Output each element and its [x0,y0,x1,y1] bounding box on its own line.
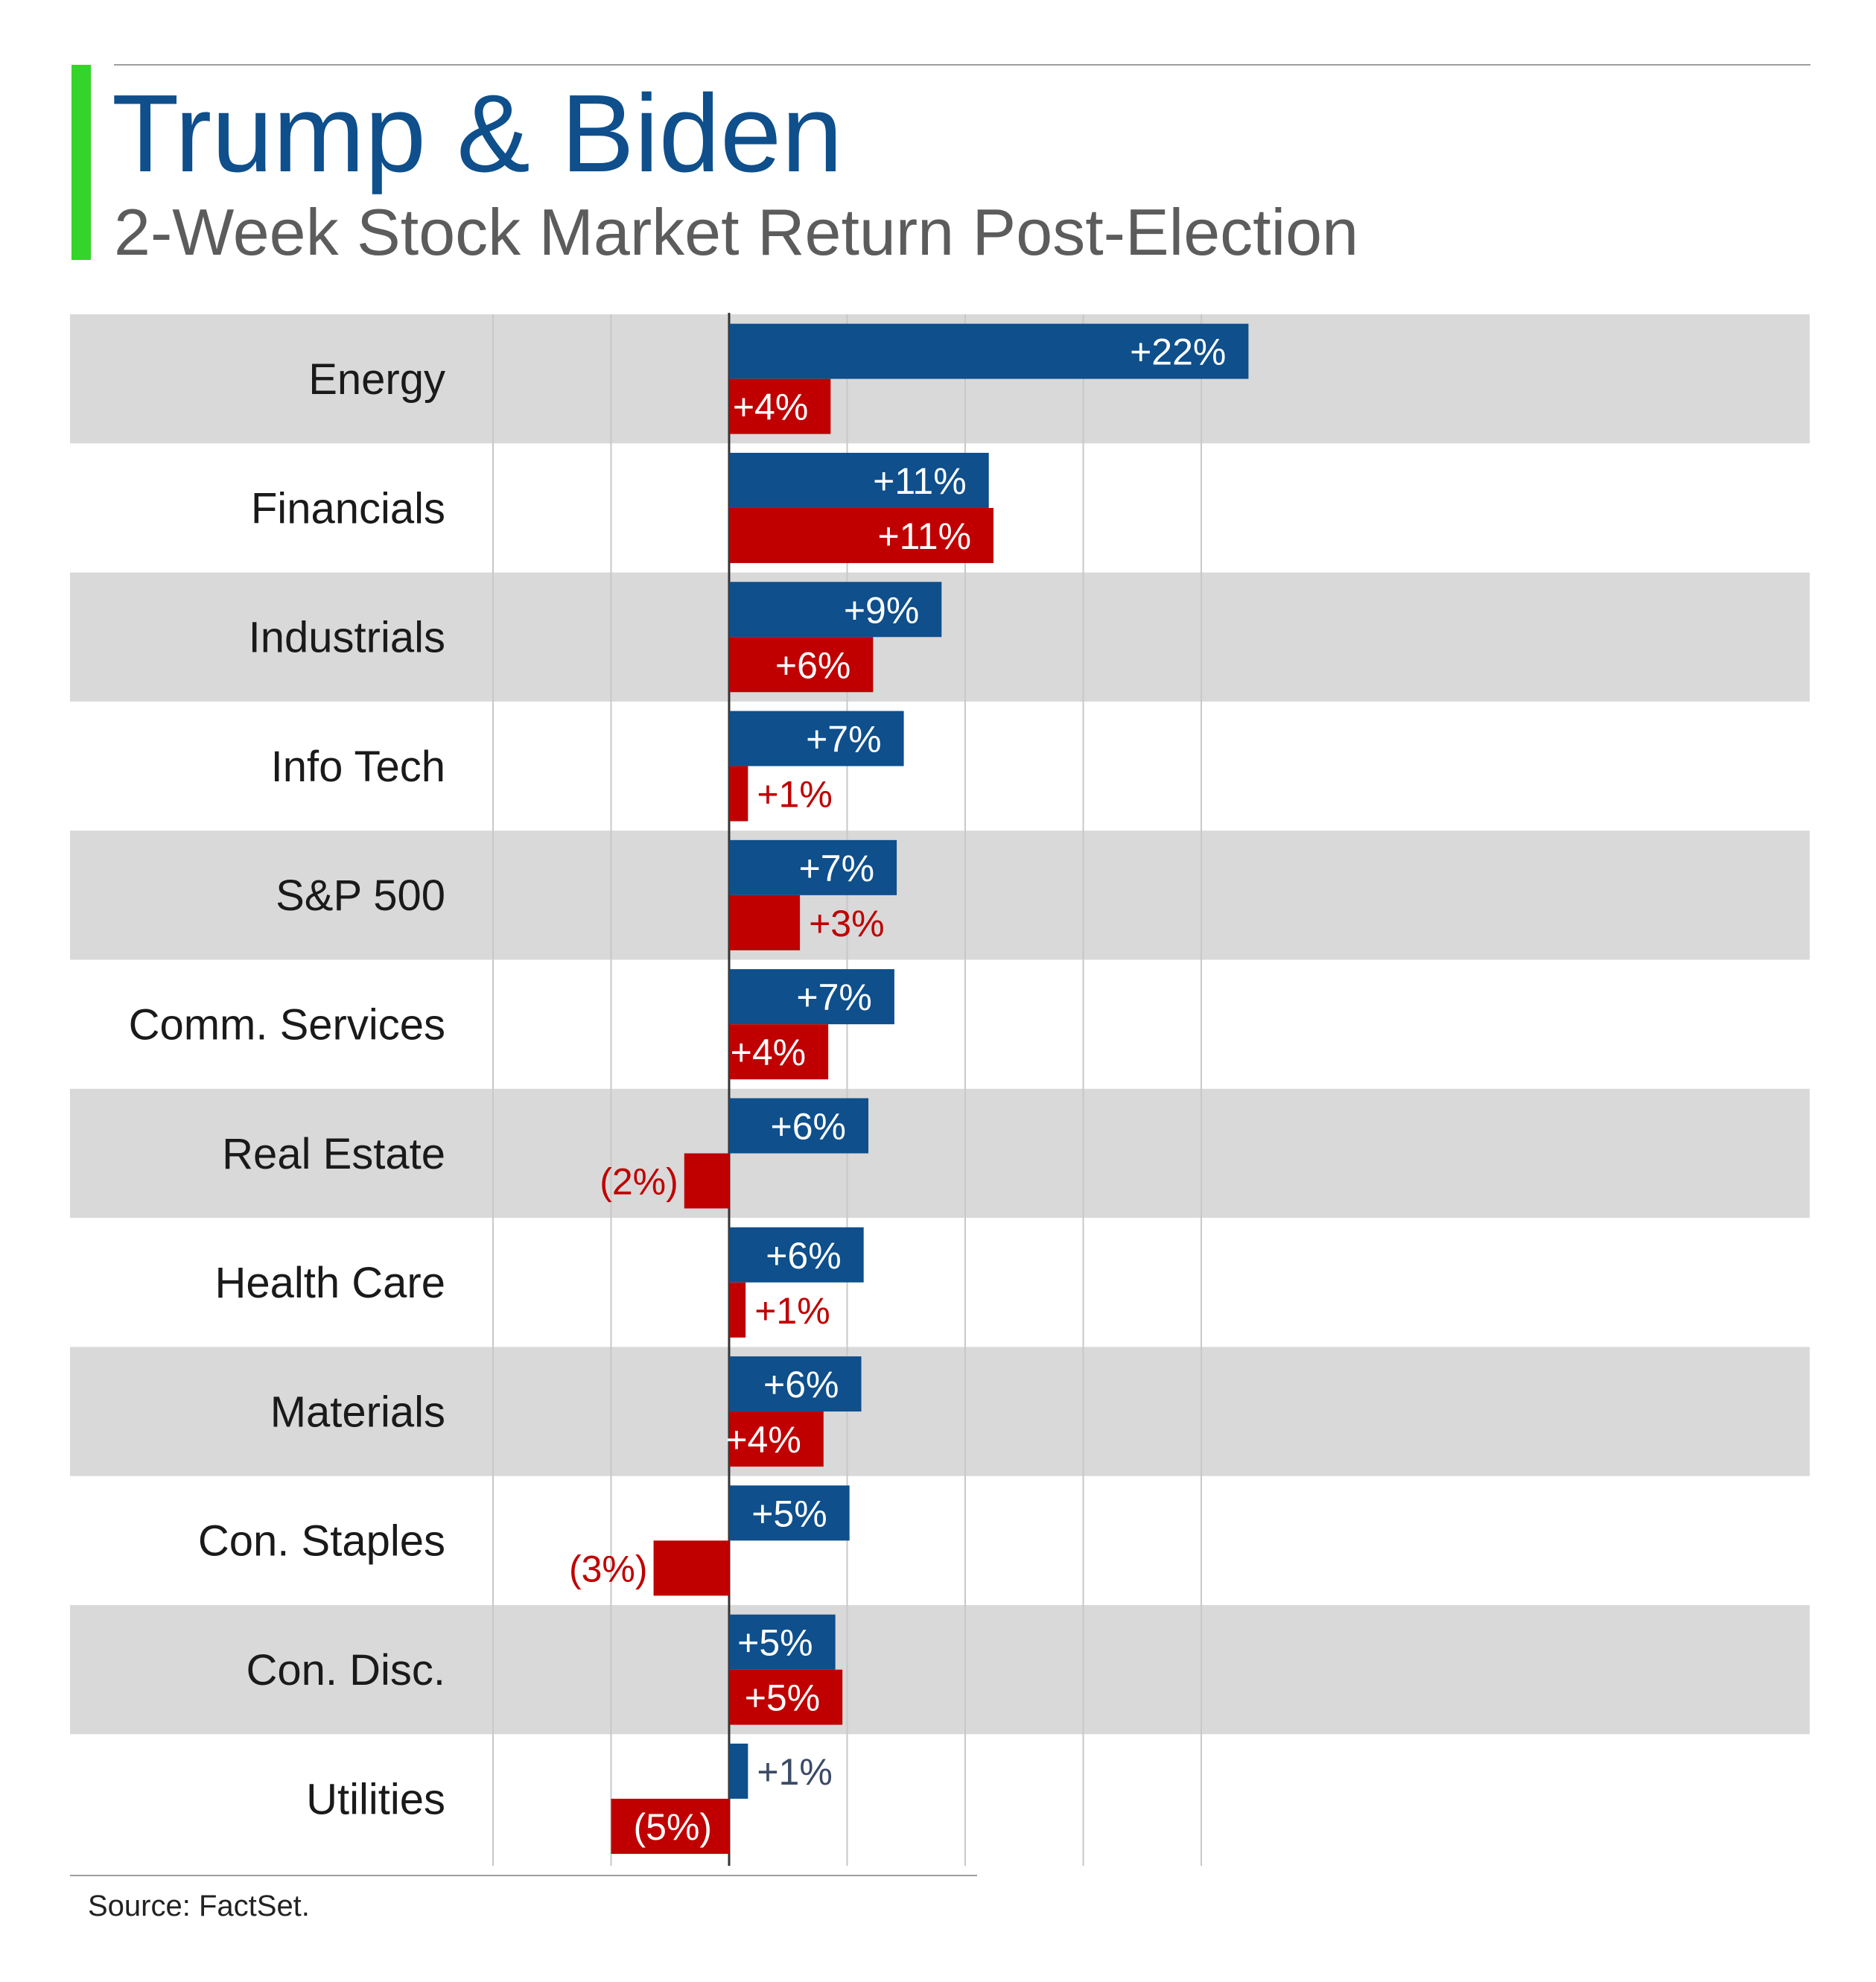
bottom-rule [70,1875,977,1876]
bar [729,1227,864,1283]
data-label: (5%) [634,1806,713,1848]
bar [729,1743,748,1799]
bar [729,969,894,1025]
bar [611,1798,729,1854]
bar [729,582,942,638]
chart-subtitle: 2-Week Stock Market Return Post-Election [114,195,1359,269]
category-label: Industrials [249,614,445,662]
category-label: S&P 500 [276,871,445,920]
bar [729,895,801,950]
bar [729,839,897,895]
data-label: +4% [731,1032,806,1073]
source-note: Source: FactSet. [88,1890,310,1922]
bar [684,1153,729,1209]
data-label: +9% [844,589,919,631]
bar [729,452,989,508]
category-label: Con. Disc. [246,1646,445,1694]
bar [729,378,831,434]
bar [729,637,874,693]
data-label: +6% [763,1364,839,1405]
accent-bar [71,65,91,260]
category-label: Comm. Services [129,1000,445,1049]
category-label: Info Tech [271,743,445,791]
data-label: +6% [766,1235,841,1277]
data-label: +6% [775,644,850,686]
category-label: Utilities [306,1775,445,1823]
category-label: Con. Staples [198,1517,445,1566]
bar [653,1540,729,1596]
category-label: Financials [251,484,445,533]
bar [729,1356,862,1412]
bar [729,323,1249,379]
row-band [70,830,1810,960]
bar [729,1024,829,1080]
bar [729,1098,869,1154]
data-label: +4% [725,1419,801,1461]
category-label: Real Estate [222,1130,445,1178]
data-label: +4% [733,387,808,428]
data-label: +7% [806,719,881,760]
bar [729,1282,746,1338]
data-label: +7% [796,976,871,1018]
data-label: +6% [771,1105,846,1147]
data-label: +3% [809,903,884,944]
data-label: +11% [873,460,967,502]
data-label: (2%) [600,1160,678,1202]
category-label: Materials [270,1388,445,1436]
category-label: Energy [308,355,445,404]
chart-title: Trump & Biden [112,72,843,195]
category-label: Health Care [215,1259,445,1307]
bar [729,507,994,563]
bar [729,1669,843,1725]
data-label: +1% [754,1290,830,1332]
data-label: (3%) [569,1548,648,1589]
bar [729,1485,850,1541]
bar [729,1614,836,1670]
row-band [70,1605,1810,1735]
bar [729,1411,824,1467]
data-label: +5% [745,1677,820,1719]
data-label: +22% [1130,331,1226,373]
bar [729,766,748,822]
bar [729,711,904,766]
data-label: +11% [877,515,971,557]
row-band [70,1347,1810,1476]
data-label: +5% [751,1493,827,1534]
data-label: +5% [737,1622,813,1664]
top-rule [114,64,1810,66]
data-label: +1% [757,774,832,816]
data-label: +1% [757,1751,832,1793]
row-band [70,1088,1810,1219]
data-label: +7% [799,848,874,889]
